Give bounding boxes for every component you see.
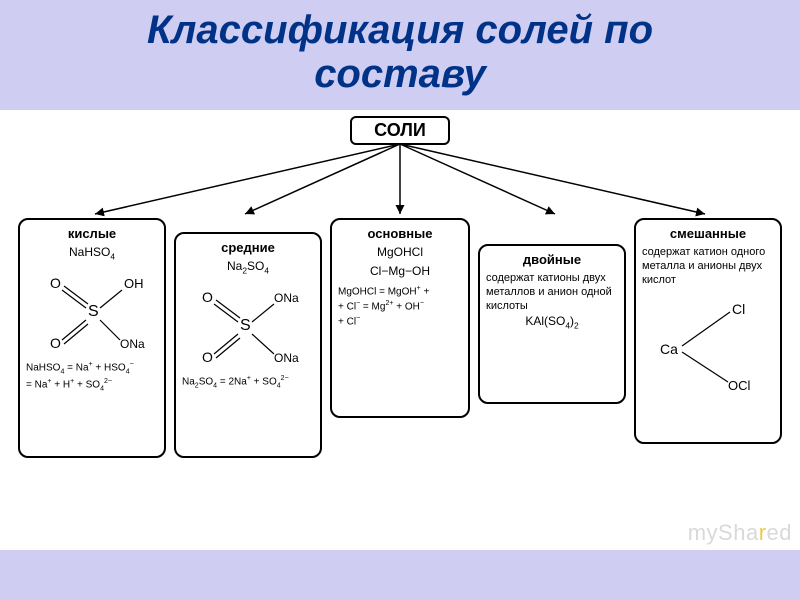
root-node: СОЛИ: [350, 116, 450, 145]
card-formula: NaHSO4: [24, 245, 160, 262]
svg-text:S: S: [240, 317, 251, 334]
card-formula: MgOHCl: [336, 245, 464, 261]
svg-text:OH: OH: [124, 276, 144, 291]
card-normal: средние Na2SO4 S O O ONa ONa Na2SO4 = 2Na+ + SO…: [174, 232, 322, 458]
structure-nahso4: S O O OH ONa: [32, 266, 152, 356]
card-acidic: кислые NaHSO4 S O O OH ONa NaHSO4 = Na+ + HSO4−…: [18, 218, 166, 458]
svg-text:OCl: OCl: [728, 378, 751, 393]
svg-text:ONa: ONa: [274, 351, 299, 365]
card-double: двойные содержат катионы двух металлов и …: [478, 244, 626, 404]
svg-text:S: S: [88, 303, 99, 320]
watermark-tail: ed: [767, 520, 792, 545]
card-formula: Na2SO4: [180, 259, 316, 276]
structure-na2so4: S O O ONa ONa: [184, 280, 312, 370]
card-equations: MgOHCl = MgOH+ ++ Cl− = Mg2+ + OH−+ Cl−: [336, 284, 464, 328]
svg-text:ONa: ONa: [120, 337, 145, 351]
svg-text:O: O: [50, 335, 61, 351]
card-desc: содержат катионы двух металлов и анион о…: [484, 271, 620, 314]
watermark: myShared: [688, 520, 792, 546]
card-head: кислые: [24, 226, 160, 243]
svg-text:Ca: Ca: [660, 341, 678, 357]
structure-caclocl: Ca Cl OCl: [648, 290, 768, 400]
slide-title: Классификация солей по составу: [0, 0, 800, 100]
svg-text:Cl: Cl: [732, 301, 745, 317]
svg-text:O: O: [202, 289, 213, 305]
title-line-1: Классификация солей по: [147, 8, 653, 52]
root-label: СОЛИ: [374, 120, 426, 140]
diagram-area: СОЛИ кислые NaHSO4 S O O OH ONa NaHSO4 = Na+ + …: [0, 110, 800, 550]
watermark-plain: mySha: [688, 520, 759, 545]
svg-text:O: O: [50, 275, 61, 291]
watermark-accent: r: [759, 520, 767, 545]
card-head: двойные: [484, 252, 620, 269]
card-equations: NaHSO4 = Na+ + HSO4−= Na+ + H+ + SO42−: [24, 360, 160, 394]
card-basic: основные MgOHCl Cl−Mg−OH MgOHCl = MgOH+ ++ …: [330, 218, 470, 418]
svg-text:O: O: [202, 349, 213, 365]
card-head: смешанные: [640, 226, 776, 243]
title-line-2: составу: [314, 52, 486, 96]
card-desc: содержат катион одного металла и анионы …: [640, 245, 776, 288]
card-mixed: смешанные содержат катион одного металла …: [634, 218, 782, 444]
card-formula: KAl(SO4)2: [484, 314, 620, 331]
card-equations: Na2SO4 = 2Na+ + SO42−: [180, 374, 316, 391]
card-head: основные: [336, 226, 464, 243]
slide: Классификация солей по составу СОЛИ кисл…: [0, 0, 800, 600]
card-head: средние: [180, 240, 316, 257]
card-formula-2: Cl−Mg−OH: [336, 264, 464, 280]
svg-text:ONa: ONa: [274, 291, 299, 305]
